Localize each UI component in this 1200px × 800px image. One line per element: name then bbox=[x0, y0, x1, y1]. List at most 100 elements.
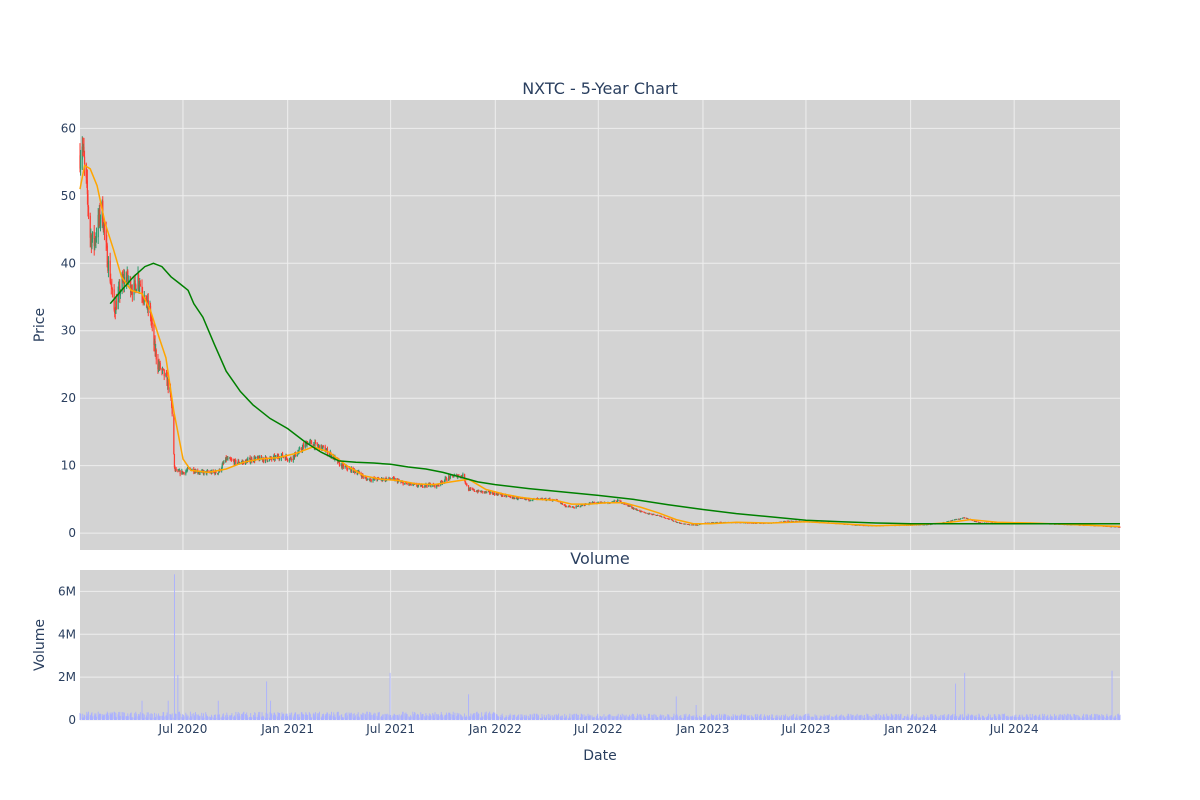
volume-bar bbox=[766, 715, 768, 720]
volume-bar bbox=[496, 714, 498, 720]
volume-bar bbox=[322, 715, 324, 720]
volume-bar bbox=[278, 713, 280, 720]
candle-body bbox=[171, 405, 173, 414]
volume-bar bbox=[954, 714, 956, 720]
candle-body bbox=[416, 484, 418, 487]
volume-bar bbox=[468, 694, 470, 720]
volume-bar bbox=[171, 713, 173, 720]
volume-bar bbox=[580, 716, 582, 720]
volume-bar bbox=[567, 718, 569, 720]
volume-bar bbox=[624, 717, 625, 720]
volume-bar bbox=[696, 714, 698, 720]
volume-bar bbox=[774, 718, 776, 720]
volume-bar bbox=[705, 715, 707, 720]
volume-bar bbox=[968, 714, 970, 720]
volume-bar bbox=[187, 717, 188, 720]
candle-body bbox=[450, 475, 452, 476]
volume-bar bbox=[492, 714, 493, 720]
volume-bar bbox=[1081, 717, 1083, 720]
volume-plot-area[interactable] bbox=[80, 570, 1120, 720]
volume-bar bbox=[493, 713, 495, 720]
volume-bar bbox=[840, 715, 842, 720]
volume-bar bbox=[149, 714, 151, 720]
volume-bar bbox=[249, 716, 251, 720]
x-tick-label: Jan 2023 bbox=[676, 722, 730, 736]
volume-bar bbox=[201, 712, 203, 720]
volume-bar bbox=[406, 714, 408, 720]
candle-body bbox=[93, 231, 95, 247]
volume-bar bbox=[585, 715, 587, 720]
volume-bar bbox=[98, 714, 100, 720]
volume-bar bbox=[1038, 716, 1040, 720]
x-tick-label: Jul 2023 bbox=[781, 722, 831, 736]
candle-body bbox=[430, 485, 432, 487]
volume-bar bbox=[985, 717, 987, 720]
volume-bar bbox=[931, 714, 933, 720]
volume-bar bbox=[938, 716, 940, 720]
volume-bar bbox=[684, 715, 686, 720]
volume-bar bbox=[143, 717, 145, 720]
volume-axis-title: Volume bbox=[32, 619, 48, 671]
volume-bar bbox=[856, 713, 858, 720]
volume-bar bbox=[655, 715, 657, 720]
candle-body bbox=[649, 513, 651, 515]
volume-bar bbox=[856, 717, 858, 720]
candle-body bbox=[633, 508, 635, 510]
volume-bar bbox=[745, 714, 747, 720]
volume-bar bbox=[832, 717, 834, 720]
volume-bar bbox=[874, 715, 876, 720]
volume-bar bbox=[398, 717, 400, 720]
volume-bar bbox=[938, 717, 939, 720]
candle-body bbox=[524, 498, 527, 500]
volume-bar bbox=[130, 712, 132, 720]
volume-bar bbox=[345, 713, 347, 720]
price-plot-area[interactable] bbox=[80, 100, 1120, 550]
volume-bar bbox=[631, 713, 633, 720]
candle-body bbox=[438, 485, 440, 486]
volume-bar bbox=[522, 716, 524, 720]
candle-body bbox=[500, 493, 502, 496]
candle-body bbox=[81, 146, 83, 160]
volume-bar bbox=[516, 716, 518, 720]
volume-bar bbox=[1054, 713, 1056, 720]
candle-body bbox=[924, 524, 926, 526]
volume-bar bbox=[712, 714, 714, 720]
volume-bar bbox=[657, 717, 658, 720]
candle-body bbox=[636, 509, 638, 511]
volume-bar bbox=[593, 716, 595, 720]
volume-bar bbox=[1099, 714, 1100, 720]
volume-bar bbox=[740, 714, 742, 720]
volume-bar bbox=[302, 714, 303, 720]
volume-bar bbox=[839, 716, 841, 720]
volume-bar bbox=[850, 713, 852, 720]
volume-bar bbox=[564, 713, 566, 720]
candle-body bbox=[130, 290, 132, 293]
volume-bar bbox=[593, 717, 595, 720]
volume-bar bbox=[247, 717, 249, 720]
candle-body bbox=[161, 368, 164, 371]
volume-bars bbox=[79, 574, 1121, 720]
volume-bar bbox=[458, 713, 460, 720]
volume-bar bbox=[727, 715, 729, 720]
volume-bar bbox=[206, 716, 208, 720]
volume-bar bbox=[230, 715, 232, 720]
volume-bar bbox=[1046, 715, 1048, 720]
volume-bar bbox=[265, 717, 266, 720]
volume-bar bbox=[649, 718, 651, 720]
volume-bar bbox=[437, 714, 439, 720]
volume-bar bbox=[217, 700, 219, 720]
volume-bar bbox=[461, 717, 463, 720]
volume-bar bbox=[393, 713, 395, 720]
candle-body bbox=[976, 521, 978, 523]
candle-body bbox=[267, 460, 269, 462]
volume-bar bbox=[672, 717, 674, 720]
volume-bar bbox=[333, 712, 335, 720]
volume-bar bbox=[540, 718, 542, 720]
volume-bar bbox=[894, 714, 896, 720]
candle-body bbox=[629, 505, 631, 507]
volume-bar bbox=[1078, 717, 1079, 720]
volume-bar bbox=[595, 717, 597, 720]
volume-bar bbox=[1089, 715, 1091, 720]
volume-bar bbox=[1047, 714, 1049, 720]
volume-bar bbox=[955, 683, 957, 720]
